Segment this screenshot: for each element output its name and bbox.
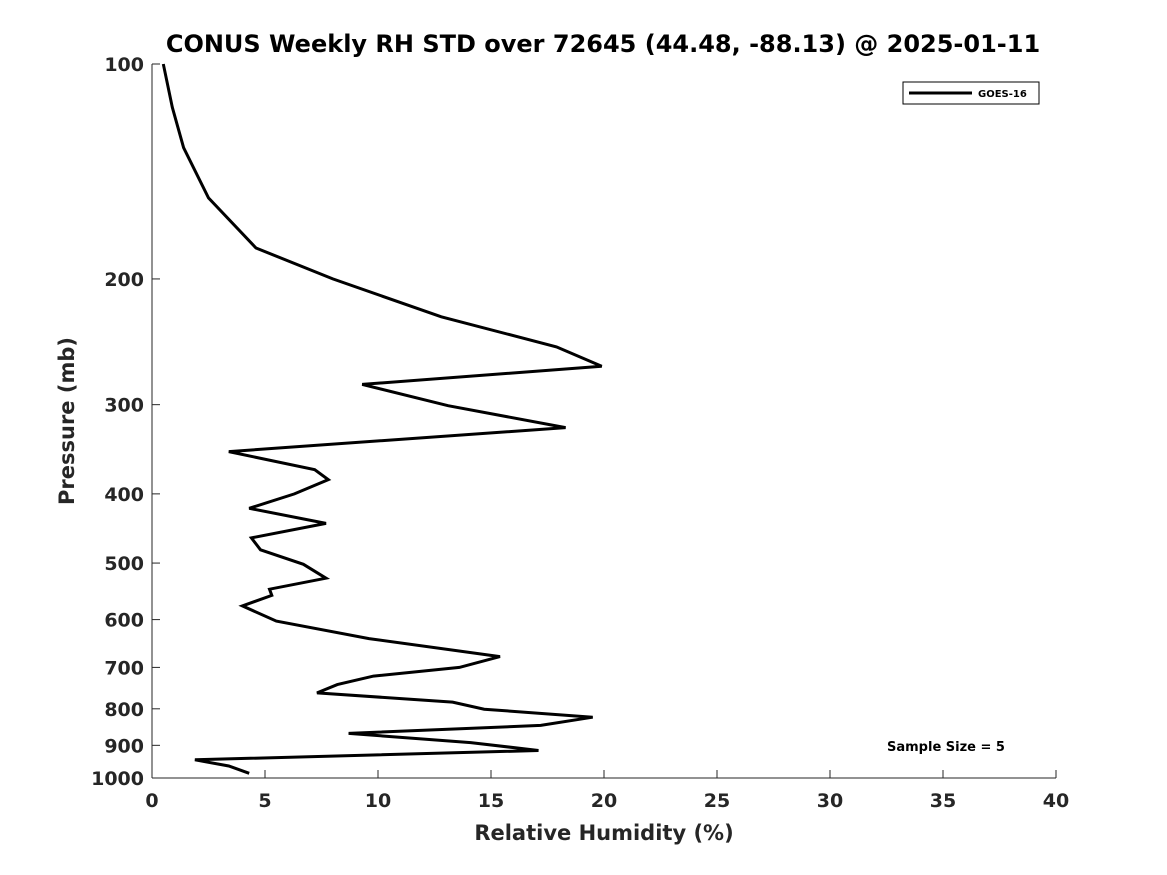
y-axis-label: Pressure (mb) [55,337,79,505]
series-line-goes-16 [161,63,603,775]
x-tick-label: 10 [365,790,391,812]
y-tick-label: 500 [104,553,144,575]
y-tick-label: 100 [104,54,144,76]
x-tick-label: 30 [817,790,843,812]
y-tick-label: 900 [104,735,144,757]
y-tick-label: 400 [104,484,144,506]
y-tick-label: 200 [104,269,144,291]
y-tick-label: 700 [104,657,144,679]
x-tick-label: 25 [704,790,730,812]
y-tick-label: 600 [104,610,144,632]
y-tick-label: 1000 [91,768,144,790]
x-tick-label: 15 [478,790,504,812]
sample-size-annotation: Sample Size = 5 [887,740,1005,755]
x-ticks: 0 5 10 15 20 25 30 35 40 [145,770,1069,812]
x-tick-label: 0 [145,790,158,812]
legend-label-goes-16: GOES-16 [978,89,1027,100]
y-tick-label: 300 [104,395,144,417]
x-tick-label: 5 [258,790,271,812]
series-layer [161,63,603,775]
legend: GOES-16 [902,81,1040,105]
x-tick-label: 20 [591,790,617,812]
y-ticks: 100 200 300 400 500 600 700 800 900 1000 [91,54,160,790]
x-tick-label: 35 [930,790,956,812]
y-tick-label: 800 [104,699,144,721]
chart-title: CONUS Weekly RH STD over 72645 (44.48, -… [166,30,1040,58]
x-axis-label: Relative Humidity (%) [474,821,733,845]
x-tick-label: 40 [1043,790,1069,812]
